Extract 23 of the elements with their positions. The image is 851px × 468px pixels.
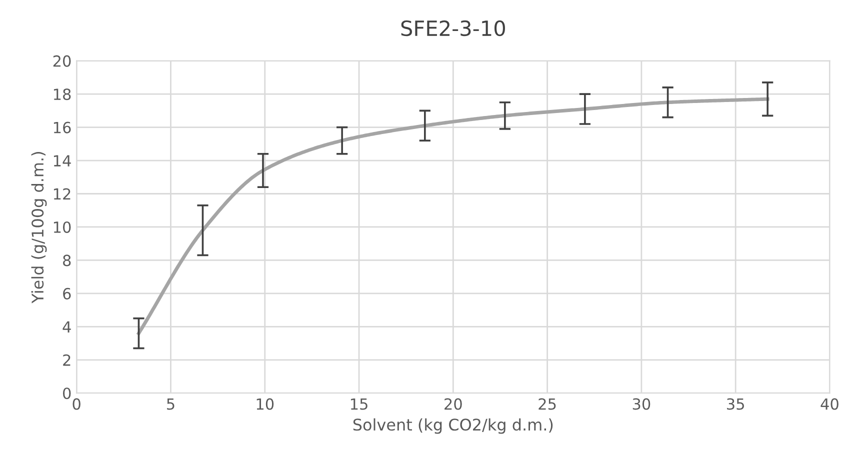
y-tick-label: 4	[62, 321, 71, 332]
y-tick-label: 20	[53, 55, 71, 67]
y-axis-title: Yield (g/100g d.m.)	[31, 152, 47, 304]
x-tick-label: 5	[167, 398, 174, 410]
chart-title: SFE2-3-10	[401, 20, 505, 36]
y-tick-label: 16	[54, 122, 71, 134]
y-tick-label: 0	[63, 388, 71, 400]
x-tick-label: 10	[256, 398, 274, 410]
x-tick-label: 20	[444, 398, 462, 410]
y-tick-label: 18	[54, 88, 71, 100]
x-tick-label: 15	[350, 398, 368, 410]
x-tick-label: 40	[820, 398, 838, 410]
y-tick-label: 12	[54, 188, 70, 200]
x-tick-label: 35	[727, 398, 744, 410]
x-tick-label: 25	[538, 398, 556, 410]
y-tick-label: 6	[63, 288, 71, 300]
y-tick-label: 10	[54, 221, 71, 233]
x-tick-label: 30	[632, 398, 650, 410]
x-axis-title: Solvent (kg CO2/kg d.m.)	[353, 418, 553, 434]
y-tick-label: 2	[63, 354, 70, 366]
y-tick-label: 8	[63, 254, 71, 266]
y-tick-label: 14	[54, 155, 71, 166]
x-tick-label: 0	[72, 398, 80, 410]
